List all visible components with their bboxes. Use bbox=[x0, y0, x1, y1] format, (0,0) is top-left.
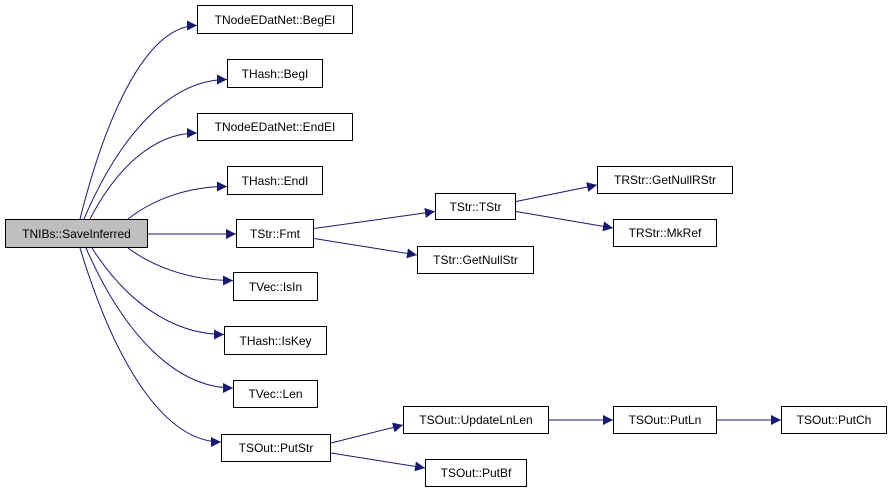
edge-fmt-to-getnullstr bbox=[313, 238, 418, 259]
edge-saveinferred-to-putstr bbox=[79, 247, 222, 447]
edge-saveinferred-to-begi bbox=[83, 74, 228, 220]
node-len[interactable]: TVec::Len bbox=[233, 380, 318, 408]
node-begi[interactable]: THash::BegI bbox=[227, 59, 323, 88]
edge-saveinferred-to-len bbox=[85, 247, 234, 393]
node-getnullstr[interactable]: TStr::GetNullStr bbox=[417, 246, 534, 274]
node-fmt[interactable]: TStr::Fmt bbox=[236, 219, 314, 248]
edge-saveinferred-to-begei bbox=[79, 20, 198, 220]
node-putch[interactable]: TSOut::PutCh bbox=[781, 406, 887, 434]
edge-putstr-to-putbf bbox=[330, 452, 426, 472]
node-putstr[interactable]: TSOut::PutStr bbox=[221, 434, 331, 462]
edge-saveinferred-to-endei bbox=[89, 128, 198, 220]
node-putbf[interactable]: TSOut::PutBf bbox=[425, 459, 527, 487]
node-updatelnlen[interactable]: TSOut::UpdateLnLen bbox=[403, 406, 549, 434]
node-endi[interactable]: THash::EndI bbox=[227, 166, 323, 195]
node-putln[interactable]: TSOut::PutLn bbox=[613, 406, 717, 434]
edge-tstr-to-getnullrstr bbox=[515, 182, 598, 202]
node-saveinferred: TNIBs::SaveInferred bbox=[5, 219, 148, 248]
node-tstr[interactable]: TStr::TStr bbox=[435, 193, 516, 220]
node-begei[interactable]: TNodeEDatNet::BegEI bbox=[197, 5, 353, 34]
edge-saveinferred-to-iskey bbox=[91, 247, 225, 340]
edge-saveinferred-to-endi bbox=[127, 181, 228, 220]
node-getnullrstr[interactable]: TRStr::GetNullRStr bbox=[597, 166, 733, 194]
node-endei[interactable]: TNodeEDatNet::EndEI bbox=[197, 113, 353, 141]
edge-tstr-to-mkref bbox=[515, 211, 614, 232]
edge-saveinferred-to-isin bbox=[127, 247, 234, 286]
edge-putstr-to-updatelnlen bbox=[330, 422, 404, 444]
edge-fmt-to-tstr bbox=[313, 207, 436, 229]
node-mkref[interactable]: TRStr::MkRef bbox=[613, 219, 717, 247]
node-iskey[interactable]: THash::IsKey bbox=[224, 326, 327, 355]
node-isin[interactable]: TVec::IsIn bbox=[233, 272, 318, 301]
